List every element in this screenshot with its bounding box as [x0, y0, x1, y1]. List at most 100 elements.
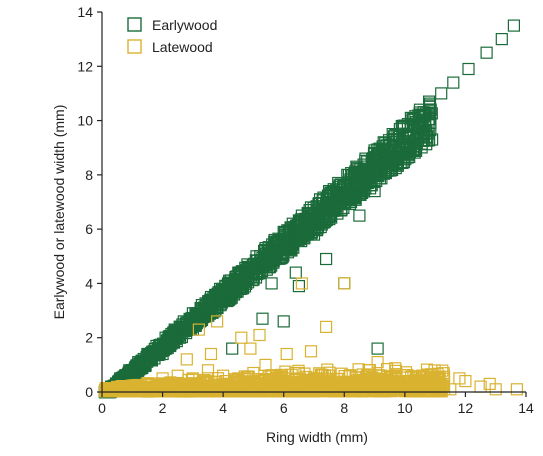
x-tick-label: 8 — [340, 400, 348, 416]
earlywood-point — [307, 228, 321, 241]
earlywood-point — [287, 224, 300, 237]
earlywood-point — [168, 323, 181, 336]
latewood-point — [288, 384, 301, 397]
latewood-point — [259, 358, 272, 371]
earlywood-point — [411, 125, 424, 138]
x-tick-label: 0 — [98, 400, 106, 416]
earlywood-point — [289, 266, 302, 279]
latewood-point — [297, 385, 310, 398]
earlywood-point — [359, 152, 372, 165]
latewood-point — [141, 377, 154, 390]
latewood-point — [192, 384, 205, 397]
latewood-point — [156, 372, 169, 385]
latewood-point — [371, 356, 384, 369]
earlywood-point — [404, 138, 417, 151]
earlywood-point — [350, 179, 363, 193]
earlywood-point — [383, 164, 396, 177]
latewood-point — [323, 369, 336, 382]
earlywood-point — [156, 347, 169, 361]
x-tick-label: 6 — [280, 400, 288, 416]
latewood-point — [483, 377, 496, 390]
y-tick-label: 8 — [85, 167, 93, 183]
plot-area — [98, 19, 523, 399]
earlywood-point — [265, 277, 278, 290]
x-tick-label: 14 — [518, 400, 534, 416]
earlywood-point — [256, 312, 269, 325]
latewood-point — [118, 385, 131, 398]
latewood-point — [236, 384, 249, 397]
latewood-point — [232, 372, 245, 385]
earlywood-point — [368, 144, 381, 157]
earlywood-point — [338, 277, 351, 290]
x-ticks: 0 2 4 6 8 10 12 14 — [98, 392, 534, 416]
latewood-point — [192, 323, 205, 336]
earlywood-point — [177, 315, 190, 328]
latewood-point — [235, 331, 248, 344]
latewood-point — [368, 372, 381, 385]
earlywood-point — [186, 307, 199, 320]
legend: Earlywood Latewood — [127, 17, 217, 55]
latewood-point — [280, 347, 293, 361]
latewood-point — [338, 377, 351, 390]
latewood-point — [307, 372, 321, 385]
earlywood-point — [167, 336, 181, 349]
earlywood-point — [421, 134, 434, 147]
latewood-point — [292, 366, 305, 380]
latewood-point — [211, 382, 224, 395]
x-tick-label: 2 — [159, 400, 167, 416]
earlywood-point — [217, 290, 230, 304]
x-tick-label: 4 — [219, 400, 227, 416]
earlywood-point — [413, 103, 427, 116]
latewood-point — [364, 384, 377, 397]
earlywood-point — [350, 160, 363, 173]
latewood-point — [435, 384, 448, 397]
earlywood-point — [399, 153, 412, 166]
latewood-point — [217, 369, 230, 382]
earlywood-point — [286, 217, 299, 230]
y-axis-label: Earlywood or latewood width (mm) — [51, 105, 67, 320]
latewood-point — [444, 383, 457, 396]
earlywood-point — [140, 352, 153, 365]
y-tick-label: 2 — [85, 330, 93, 346]
earlywood-point — [368, 185, 381, 198]
latewood-point — [338, 277, 351, 290]
x-tick-label: 10 — [397, 400, 413, 416]
earlywood-point — [447, 76, 460, 89]
earlywood-point — [226, 342, 239, 355]
earlywood-point — [400, 131, 413, 144]
latewood-point — [229, 375, 242, 389]
earlywood-point — [353, 209, 366, 222]
earlywood-point — [389, 146, 402, 159]
earlywood-point — [190, 310, 203, 323]
earlywood-point — [275, 252, 288, 265]
latewood-point — [315, 385, 328, 398]
legend-earlywood-swatch — [127, 17, 142, 32]
earlywood-point — [249, 254, 262, 267]
earlywood-point — [380, 157, 393, 170]
earlywood-point — [320, 252, 333, 266]
latewood-point — [253, 328, 266, 342]
earlywood-point — [417, 110, 430, 123]
latewood-point — [357, 385, 370, 398]
earlywood-point — [507, 19, 520, 32]
earlywood-point — [304, 201, 318, 214]
earlywood-point — [284, 244, 297, 257]
earlywood-point — [123, 364, 136, 377]
earlywood-point — [295, 209, 308, 222]
y-tick-label: 4 — [85, 275, 93, 291]
latewood-point — [295, 277, 308, 290]
earlywood-point — [294, 219, 307, 233]
earlywood-point — [395, 119, 408, 133]
latewood-point — [510, 383, 523, 396]
latewood-point — [274, 378, 288, 391]
earlywood-point — [404, 111, 417, 125]
earlywood-point — [355, 173, 368, 186]
earlywood-point — [250, 250, 263, 263]
earlywood-point — [232, 266, 245, 279]
earlywood-point — [386, 128, 399, 141]
earlywood-point — [495, 32, 508, 46]
latewood-point — [353, 375, 366, 388]
latewood-point — [304, 345, 318, 358]
y-tick-label: 6 — [85, 221, 93, 237]
